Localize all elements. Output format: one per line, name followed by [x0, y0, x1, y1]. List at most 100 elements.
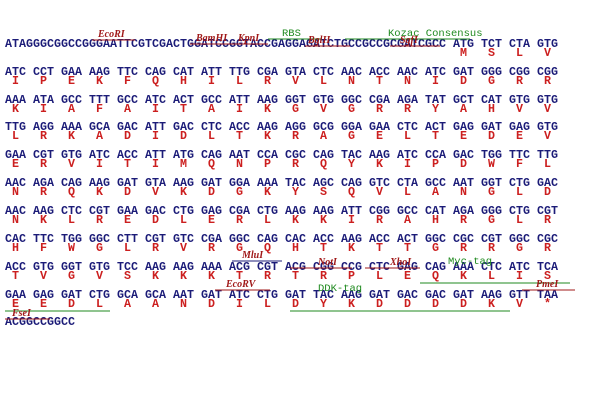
amino-acid: L: [124, 241, 131, 255]
amino-acid: K: [264, 185, 271, 199]
amino-acid: R: [488, 241, 495, 255]
amino-acid: R: [460, 213, 467, 227]
amino-acid: K: [348, 241, 355, 255]
amino-acid: V: [96, 269, 103, 283]
amino-acid: T: [180, 102, 187, 116]
tag-label: DDK-tag: [318, 283, 362, 295]
amino-acid: D: [180, 129, 187, 143]
amino-acid: A: [96, 129, 103, 143]
amino-acid: D: [460, 297, 467, 311]
amino-acid: Y: [432, 102, 439, 116]
amino-acid: H: [488, 102, 495, 116]
amino-acid: R: [292, 129, 299, 143]
enzyme-label: XhoI: [389, 257, 412, 268]
amino-acid: I: [152, 102, 159, 116]
dna-sequence: AAA ATA GCC TTT GCC ATC ACT GCC ATT AAG …: [5, 93, 558, 107]
amino-acid: R: [40, 185, 47, 199]
amino-acid: Q: [68, 185, 75, 199]
amino-acid: L: [208, 129, 215, 143]
amino-acid: G: [348, 102, 355, 116]
amino-acid: T: [292, 269, 299, 283]
amino-acid: R: [264, 269, 271, 283]
amino-acid: R: [96, 213, 103, 227]
amino-acid: N: [404, 74, 411, 88]
amino-acid: L: [404, 185, 411, 199]
amino-acid: D: [152, 213, 159, 227]
amino-acid: I: [208, 74, 215, 88]
amino-acid: T: [432, 129, 439, 143]
dna-sequence: AAC AGA CAG AAG GAT GTA AAG GAT GGA AAA …: [5, 176, 558, 190]
amino-acid: D: [376, 297, 383, 311]
amino-acid: E: [12, 157, 19, 171]
dna-sequence: GAA CGT GTG ATC ACC ATT ATG CAG AAT CCA …: [5, 148, 558, 162]
amino-acid: V: [292, 74, 299, 88]
amino-acid: I: [152, 157, 159, 171]
amino-acid: A: [124, 102, 131, 116]
amino-acid: R: [292, 157, 299, 171]
amino-acid: D: [208, 297, 215, 311]
amino-acid: E: [68, 74, 75, 88]
amino-acid: I: [40, 102, 47, 116]
amino-acid: D: [208, 185, 215, 199]
amino-acid: M: [180, 157, 187, 171]
amino-acid: G: [488, 185, 495, 199]
amino-acid: L: [264, 297, 271, 311]
amino-acid: F: [124, 74, 131, 88]
amino-acid: S: [320, 185, 327, 199]
enzyme-label: KpnI: [237, 33, 260, 44]
enzyme-label: BamHI: [195, 33, 228, 44]
amino-acid: R: [264, 74, 271, 88]
amino-acid: E: [376, 129, 383, 143]
amino-acid: G: [516, 241, 523, 255]
amino-acid: K: [180, 269, 187, 283]
amino-acid: H: [292, 241, 299, 255]
amino-acid: A: [124, 297, 131, 311]
dna-sequence: ACC GTG GGT GTG TCC AAG AAG AAA ACG CGT …: [5, 260, 558, 274]
amino-acid: G: [488, 213, 495, 227]
amino-acid: I: [348, 213, 355, 227]
amino-acid: I: [96, 157, 103, 171]
amino-acid: G: [348, 129, 355, 143]
amino-acid: Q: [208, 157, 215, 171]
amino-acid: K: [40, 213, 47, 227]
amino-acid: L: [12, 129, 19, 143]
dna-sequence: TTG AGG AAA GCA GAC ATT GAC CTC ACC AAG …: [5, 120, 558, 134]
enzyme-label: SgfI: [400, 35, 419, 46]
amino-acid: I: [236, 297, 243, 311]
amino-acid: W: [68, 241, 75, 255]
amino-acid: *: [544, 297, 551, 311]
amino-acid: G: [236, 185, 243, 199]
amino-acid: R: [404, 102, 411, 116]
amino-acid: G: [96, 241, 103, 255]
amino-acid: L: [516, 46, 523, 60]
amino-acid: V: [376, 185, 383, 199]
tag-label: RBS: [282, 28, 301, 40]
amino-acid: A: [432, 185, 439, 199]
amino-acid: R: [376, 213, 383, 227]
amino-acid: K: [292, 213, 299, 227]
dna-sequence: CAC TTC TGG GGC CTT CGT GTC CGA GGC CAG …: [5, 232, 558, 246]
amino-acid: D: [124, 129, 131, 143]
tag-label: Myc-tag: [448, 256, 492, 268]
amino-acid: V: [516, 102, 523, 116]
amino-acid: K: [96, 74, 103, 88]
amino-acid: D: [460, 157, 467, 171]
amino-acid: L: [264, 213, 271, 227]
dna-sequence: ATC CCT GAA AAG TTC CAG CAT ATT TTG CGA …: [5, 65, 558, 79]
amino-acid: R: [40, 157, 47, 171]
amino-acid: K: [180, 185, 187, 199]
amino-acid: F: [40, 241, 47, 255]
amino-acid: A: [460, 102, 467, 116]
enzyme-label: EcoRI: [97, 29, 126, 40]
amino-acid: P: [264, 157, 271, 171]
amino-acid: E: [404, 269, 411, 283]
amino-acid: H: [180, 74, 187, 88]
amino-acid: L: [488, 269, 495, 283]
amino-acid: P: [348, 269, 355, 283]
amino-acid: A: [152, 297, 159, 311]
amino-acid: K: [460, 269, 467, 283]
amino-acid: I: [12, 74, 19, 88]
amino-acid: I: [152, 129, 159, 143]
enzyme-label: FseI: [11, 308, 32, 319]
